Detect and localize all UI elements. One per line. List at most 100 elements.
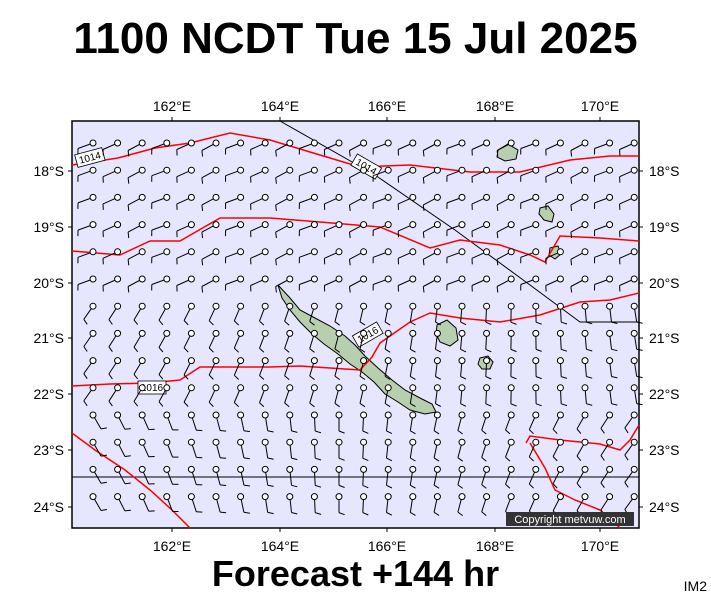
wind-barb-feather bbox=[309, 348, 315, 353]
wind-barb-feather bbox=[624, 482, 629, 488]
wind-station-marker bbox=[212, 357, 220, 365]
wind-station-marker bbox=[458, 329, 466, 337]
wind-station-marker bbox=[507, 357, 515, 365]
wind-station-marker bbox=[360, 438, 368, 446]
wind-station-marker bbox=[556, 438, 564, 446]
wind-barb-feather bbox=[576, 482, 582, 489]
wind-station-marker bbox=[163, 166, 171, 174]
wind-barb-feather bbox=[496, 232, 499, 239]
wind-station-marker bbox=[286, 493, 294, 501]
wind-station-marker bbox=[89, 493, 97, 501]
wind-station-marker bbox=[261, 139, 269, 147]
wind-barb-feather bbox=[284, 320, 290, 326]
wind-barb-feather bbox=[275, 177, 277, 184]
wind-barb-feather bbox=[127, 232, 130, 239]
wind-barb-feather bbox=[201, 259, 204, 266]
wind-station-marker bbox=[384, 139, 392, 147]
wind-barb-feather bbox=[338, 512, 345, 516]
lat-label-right: 20°S bbox=[649, 275, 680, 291]
wind-station-marker bbox=[409, 438, 417, 446]
wind-barb-feather bbox=[422, 177, 425, 184]
wind-station-marker bbox=[237, 329, 245, 337]
wind-station-marker bbox=[114, 384, 122, 392]
wind-station-marker bbox=[360, 329, 368, 337]
wind-barb-feather bbox=[410, 375, 416, 380]
wind-barb-feather bbox=[201, 150, 204, 157]
wind-station-marker bbox=[138, 384, 146, 392]
lat-label-left: 23°S bbox=[33, 442, 64, 458]
wind-station-marker bbox=[433, 193, 441, 201]
wind-barb-feather bbox=[485, 321, 492, 326]
isobar-1016-west bbox=[71, 292, 640, 387]
lon-label-bottom: 162°E bbox=[153, 538, 191, 554]
lat-label-right: 24°S bbox=[649, 499, 680, 515]
wind-station-marker bbox=[384, 329, 392, 337]
wind-station-marker bbox=[114, 139, 122, 147]
wind-station-marker bbox=[89, 329, 97, 337]
wind-station-marker bbox=[532, 438, 540, 446]
wind-station-marker bbox=[532, 221, 540, 229]
wind-barb-feather bbox=[259, 320, 265, 326]
wind-barb-feather bbox=[359, 402, 366, 408]
wind-station-marker bbox=[335, 221, 343, 229]
wind-station-marker bbox=[556, 193, 564, 201]
wind-barb-feather bbox=[220, 430, 227, 432]
wind-station-marker bbox=[261, 411, 269, 419]
wind-barb-feather bbox=[435, 321, 442, 326]
wind-barb-feather bbox=[586, 403, 593, 406]
wind-station-marker bbox=[606, 193, 614, 201]
wind-station-marker bbox=[187, 139, 195, 147]
wind-station-marker bbox=[163, 493, 171, 501]
wind-barb-feather bbox=[624, 427, 629, 434]
wind-barb-feather bbox=[457, 430, 463, 435]
wind-barb-feather bbox=[208, 401, 214, 407]
wind-station-marker bbox=[556, 248, 564, 256]
wind-barb-feather bbox=[349, 286, 351, 293]
wind-barb-feather bbox=[528, 483, 534, 489]
wind-station-marker bbox=[89, 193, 97, 201]
wind-station-marker bbox=[212, 275, 220, 283]
wind-station-marker bbox=[310, 248, 318, 256]
wind-barb-feather bbox=[570, 259, 573, 266]
wind-station-marker bbox=[483, 166, 491, 174]
wind-barb-feather bbox=[362, 512, 369, 516]
wind-barb-feather bbox=[611, 348, 618, 352]
wind-station-marker bbox=[335, 248, 343, 256]
wind-barb-feather bbox=[600, 455, 605, 461]
wind-station-marker bbox=[630, 465, 638, 473]
wind-station-marker bbox=[384, 193, 392, 201]
wind-station-marker bbox=[409, 275, 417, 283]
wind-barb-feather bbox=[158, 319, 164, 326]
wind-station-marker bbox=[286, 166, 294, 174]
wind-station-marker bbox=[433, 438, 441, 446]
wind-station-marker bbox=[458, 248, 466, 256]
wind-barb-feather bbox=[410, 403, 416, 408]
wind-station-marker bbox=[163, 248, 171, 256]
wind-station-marker bbox=[630, 302, 638, 310]
wind-station-marker bbox=[163, 302, 171, 310]
wind-station-marker bbox=[606, 166, 614, 174]
wind-barb-feather bbox=[267, 484, 274, 487]
wind-station-marker bbox=[581, 384, 589, 392]
wind-barb-feather bbox=[384, 403, 391, 408]
wind-station-marker bbox=[310, 302, 318, 310]
lat-label-right: 23°S bbox=[649, 442, 680, 458]
wind-station-marker bbox=[606, 493, 614, 501]
wind-station-marker bbox=[606, 302, 614, 310]
wind-barb-feather bbox=[410, 511, 416, 516]
wind-station-marker bbox=[581, 193, 589, 201]
wind-station-marker bbox=[89, 221, 97, 229]
wind-barb-feather bbox=[267, 457, 274, 460]
wind-station-marker bbox=[212, 193, 220, 201]
wind-station-marker bbox=[433, 329, 441, 337]
wind-station-marker bbox=[458, 357, 466, 365]
wind-barb-feather bbox=[552, 483, 558, 489]
wind-barb-feather bbox=[410, 430, 416, 435]
wind-station-marker bbox=[114, 302, 122, 310]
wind-barb-feather bbox=[435, 403, 442, 407]
wind-station-marker bbox=[630, 438, 638, 446]
wind-station-marker bbox=[384, 384, 392, 392]
wind-barb-feather bbox=[349, 232, 351, 239]
wind-station-marker bbox=[138, 302, 146, 310]
lat-label-left: 24°S bbox=[33, 499, 64, 515]
